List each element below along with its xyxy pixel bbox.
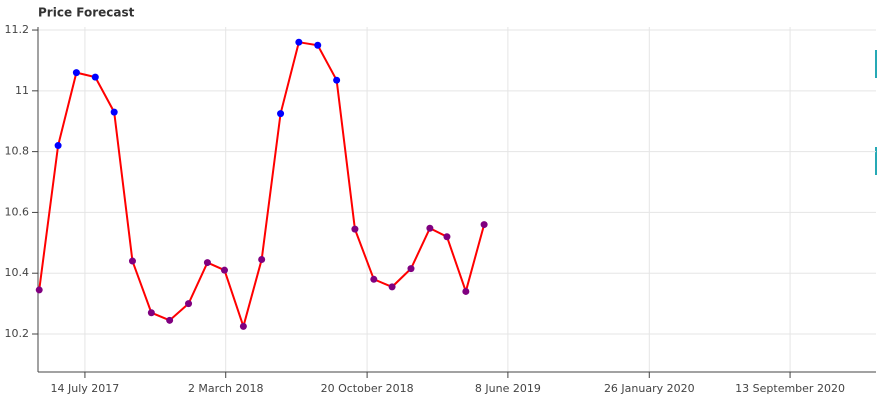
- data-point: [72, 69, 80, 77]
- data-point: [166, 316, 174, 324]
- chart-title: Price Forecast: [38, 6, 135, 20]
- data-point: [185, 300, 193, 308]
- data-point: [351, 225, 359, 233]
- data-point: [314, 41, 322, 49]
- data-point: [110, 108, 118, 116]
- data-point: [258, 256, 266, 264]
- y-tick-label: 10.8: [5, 145, 30, 158]
- data-point: [388, 283, 396, 291]
- data-point: [54, 142, 62, 150]
- data-point: [295, 38, 303, 46]
- x-tick-label: 13 September 2020: [735, 382, 845, 395]
- series-line: [38, 41, 486, 330]
- data-point: [426, 224, 434, 232]
- x-tick-label: 2 March 2018: [188, 382, 264, 395]
- data-point: [91, 73, 99, 81]
- y-tick-label: 11.2: [5, 23, 30, 36]
- data-point: [147, 309, 155, 317]
- data-point: [239, 322, 247, 330]
- data-point: [220, 266, 228, 274]
- data-point: [35, 286, 43, 294]
- data-point: [443, 233, 451, 241]
- x-tick-label: 20 October 2018: [321, 382, 414, 395]
- data-point: [407, 265, 415, 273]
- data-point: [333, 76, 341, 84]
- data-point: [277, 110, 285, 118]
- data-point: [480, 221, 488, 229]
- data-point: [128, 257, 136, 265]
- data-point: [203, 259, 211, 267]
- data-point: [370, 275, 378, 283]
- x-tick-label: 8 June 2019: [475, 382, 541, 395]
- y-tick-label: 10.2: [5, 327, 30, 340]
- y-tick-label: 10.6: [5, 205, 30, 218]
- x-tick-label: 26 January 2020: [604, 382, 695, 395]
- data-point: [462, 287, 470, 295]
- x-tick-label: 14 July 2017: [51, 382, 120, 395]
- y-tick-label: 10.4: [5, 266, 30, 279]
- y-tick-label: 11: [15, 84, 29, 97]
